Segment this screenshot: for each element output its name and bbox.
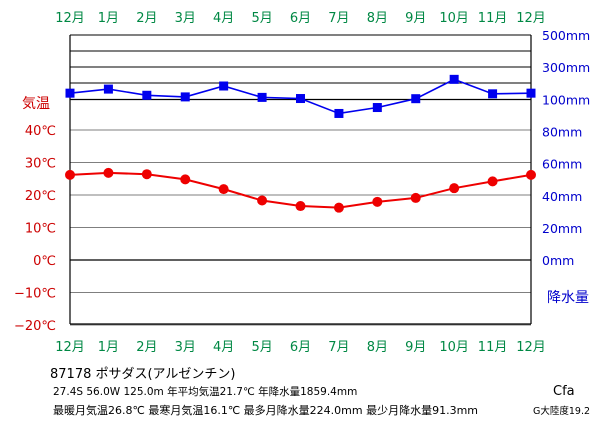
precipitation-point <box>142 90 152 100</box>
bottom-month-label: 2月 <box>136 340 157 355</box>
bottom-month-label: 1月 <box>98 340 119 355</box>
precipitation-point <box>65 88 75 98</box>
precipitation-point <box>219 81 229 91</box>
top-month-label: 3月 <box>175 11 196 26</box>
temperature-point <box>141 169 152 180</box>
bottom-month-label: 12月 <box>516 340 546 355</box>
precipitation-tick-label: 60mm <box>542 157 582 172</box>
bottom-month-label: 9月 <box>405 340 426 355</box>
top-month-label: 8月 <box>367 11 388 26</box>
bottom-month-labels: 12月 1月 2月 3月 4月 5月 6月 7月 8月 9月 10月 11月 12月 <box>55 340 546 355</box>
bottom-month-label: 7月 <box>328 340 349 355</box>
precipitation-axis-label: 降水量 <box>547 290 589 306</box>
temperature-point <box>333 202 344 213</box>
temperature-point <box>65 169 75 180</box>
bottom-month-label: 5月 <box>251 340 272 355</box>
temperature-tick-label: 10℃ <box>25 222 56 237</box>
precipitation-tick-label: 80mm <box>542 125 582 140</box>
top-month-label: 2月 <box>136 11 157 26</box>
temperature-point <box>487 176 498 187</box>
top-month-label: 11月 <box>478 11 508 26</box>
top-month-label: 5月 <box>251 11 272 26</box>
temperature-axis-ticks: 40℃ 30℃ 20℃ 10℃ 0℃ −10℃ −20℃ <box>14 124 56 334</box>
precipitation-point <box>334 108 344 118</box>
bottom-month-label: 8月 <box>367 340 388 355</box>
temperature-point <box>218 184 229 195</box>
precipitation-axis-ticks: 500mm 300mm 100mm 80mm 60mm 40mm 20mm 0mm <box>542 28 590 268</box>
continentality-index: G大陸度19.2 <box>533 406 591 417</box>
temperature-tick-label: −20℃ <box>14 319 56 334</box>
station-stats-line-1: 27.4S 56.0W 125.0m 年平均気温21.7℃ 年降水量1859.4… <box>53 386 358 398</box>
top-month-label: 9月 <box>405 11 426 26</box>
temperature-point <box>257 195 268 206</box>
precipitation-point <box>449 74 459 84</box>
grid-lines <box>70 34 531 326</box>
precipitation-tick-label: 0mm <box>542 253 574 268</box>
temperature-point <box>372 196 383 207</box>
bottom-month-label: 10月 <box>439 340 469 355</box>
temperature-tick-label: 30℃ <box>25 157 56 172</box>
precipitation-point <box>372 103 382 113</box>
precipitation-point <box>488 89 498 99</box>
precipitation-point <box>411 94 421 104</box>
temperature-point <box>180 174 191 185</box>
bottom-month-label: 6月 <box>290 340 311 355</box>
temperature-point <box>410 192 421 203</box>
temperature-series <box>65 167 536 213</box>
precipitation-point <box>257 92 267 102</box>
precipitation-tick-label: 40mm <box>542 189 582 204</box>
top-month-label: 1月 <box>98 11 119 26</box>
climate-classification: Cfa <box>553 384 575 399</box>
temperature-point <box>526 169 536 180</box>
temperature-tick-label: 40℃ <box>25 124 56 139</box>
precipitation-series <box>65 74 536 118</box>
temperature-tick-label: 20℃ <box>25 189 56 204</box>
top-month-label: 4月 <box>213 11 234 26</box>
temperature-tick-label: −10℃ <box>14 287 56 302</box>
station-stats-line-2: 最暖月気温26.8℃ 最寒月気温16.1℃ 最多月降水量224.0mm 最少月降… <box>53 404 479 417</box>
precipitation-tick-label-upper: 300mm <box>542 60 590 75</box>
top-month-label: 6月 <box>290 11 311 26</box>
bottom-month-label: 12月 <box>55 340 85 355</box>
precipitation-point <box>526 88 536 98</box>
top-month-label: 10月 <box>439 11 469 26</box>
temperature-tick-label: 0℃ <box>33 254 56 269</box>
temperature-point <box>449 183 460 194</box>
top-month-label: 12月 <box>516 11 546 26</box>
precipitation-tick-label: 100mm <box>542 93 590 108</box>
precipitation-tick-label-upper: 500mm <box>542 28 590 43</box>
top-month-label: 12月 <box>55 11 85 26</box>
bottom-month-label: 11月 <box>478 340 508 355</box>
temperature-point <box>295 201 306 212</box>
precipitation-point <box>103 84 113 94</box>
temperature-axis-label: 気温 <box>22 96 50 112</box>
precipitation-tick-label: 20mm <box>542 221 582 236</box>
station-name: 87178 ポサダス(アルゼンチン) <box>50 367 236 382</box>
bottom-month-label: 3月 <box>175 340 196 355</box>
top-month-labels: 12月 1月 2月 3月 4月 5月 6月 7月 8月 9月 10月 11月 12月 <box>55 11 546 26</box>
temperature-point <box>103 167 114 178</box>
precipitation-point <box>296 94 305 104</box>
bottom-month-label: 4月 <box>213 340 234 355</box>
precipitation-point <box>180 92 190 102</box>
top-month-label: 7月 <box>328 11 349 26</box>
axes <box>69 35 532 325</box>
